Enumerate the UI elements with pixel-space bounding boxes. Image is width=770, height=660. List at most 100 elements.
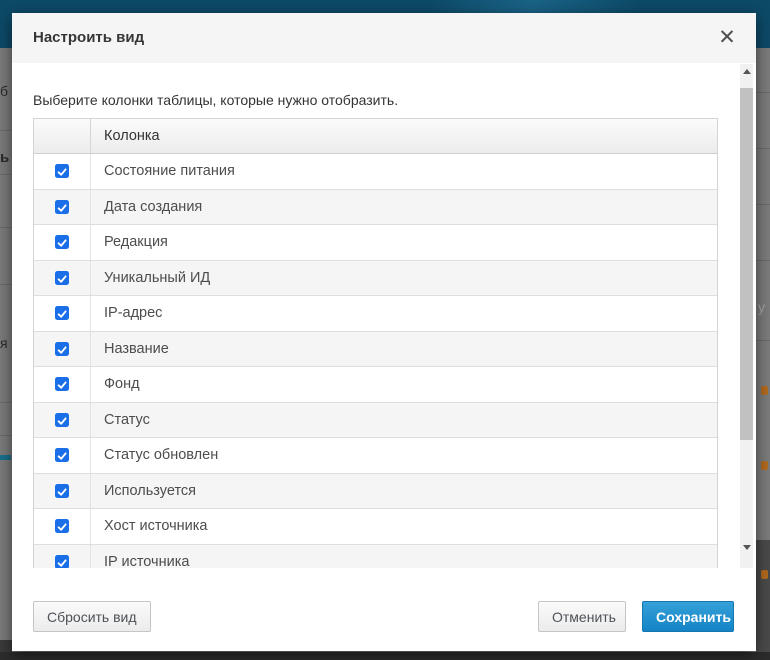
column-checkbox[interactable] bbox=[55, 306, 69, 321]
checkbox-cell bbox=[34, 367, 91, 402]
column-checkbox[interactable] bbox=[55, 483, 69, 498]
scrollbar-thumb[interactable] bbox=[740, 88, 753, 440]
checkbox-cell bbox=[34, 438, 91, 473]
checkmark-icon bbox=[57, 417, 67, 425]
table-row: Название bbox=[34, 331, 717, 367]
column-checkbox[interactable] bbox=[55, 448, 69, 463]
status-warning-icon bbox=[761, 570, 768, 579]
dialog-footer: Сбросить вид Отменить Сохранить bbox=[12, 568, 756, 651]
column-checkbox[interactable] bbox=[55, 199, 69, 214]
checkmark-icon bbox=[57, 381, 67, 389]
table-row: IP источника bbox=[34, 544, 717, 568]
backdrop-row-divider bbox=[0, 227, 12, 228]
table-row: Статус обновлен bbox=[34, 438, 717, 474]
column-checkbox[interactable] bbox=[55, 377, 69, 392]
configure-view-dialog: Настроить вид ✕ Выберите колонки таблицы… bbox=[12, 13, 756, 651]
checkmark-icon bbox=[57, 168, 67, 176]
scroll-up-button[interactable] bbox=[740, 64, 753, 79]
status-warning-icon bbox=[761, 461, 768, 470]
backdrop-row-divider bbox=[0, 435, 12, 436]
column-checkbox[interactable] bbox=[55, 412, 69, 427]
table-header-row: Колонка bbox=[34, 119, 717, 154]
table-row: Уникальный ИД bbox=[34, 260, 717, 296]
reset-view-button[interactable]: Сбросить вид bbox=[33, 601, 151, 632]
checkmark-icon bbox=[57, 452, 67, 460]
column-checkbox[interactable] bbox=[55, 164, 69, 179]
checkmark-icon bbox=[57, 523, 67, 531]
checkmark-icon bbox=[57, 310, 67, 318]
backdrop-row-divider bbox=[0, 284, 12, 285]
close-icon[interactable]: ✕ bbox=[714, 25, 740, 51]
column-checkbox[interactable] bbox=[55, 519, 69, 534]
column-label: Состояние питания bbox=[104, 163, 235, 180]
backdrop-text-fragment: у bbox=[758, 299, 765, 315]
arrow-up-icon bbox=[742, 69, 751, 74]
backdrop-row-divider bbox=[0, 174, 12, 175]
checkbox-cell bbox=[34, 225, 91, 260]
checkbox-cell bbox=[34, 509, 91, 544]
table-row: Редакция bbox=[34, 225, 717, 261]
checkbox-cell bbox=[34, 154, 91, 189]
backdrop-row-divider bbox=[756, 260, 770, 261]
column-label: Редакция bbox=[104, 234, 168, 251]
column-checkbox[interactable] bbox=[55, 270, 69, 285]
header-checkbox-cell bbox=[34, 119, 91, 153]
active-tab-indicator bbox=[0, 455, 11, 460]
table-row: IP-адрес bbox=[34, 296, 717, 332]
checkbox-cell bbox=[34, 296, 91, 331]
scroll-down-button[interactable] bbox=[740, 540, 753, 555]
column-checkbox[interactable] bbox=[55, 235, 69, 250]
backdrop-panel bbox=[756, 540, 770, 660]
column-label: IP-адрес bbox=[104, 305, 163, 322]
backdrop-row-divider bbox=[756, 92, 770, 93]
table-row: Состояние питания bbox=[34, 154, 717, 190]
arrow-down-icon bbox=[742, 545, 751, 550]
column-label: IP источника bbox=[104, 553, 190, 568]
status-warning-icon bbox=[761, 386, 768, 395]
column-label: Название bbox=[104, 340, 169, 357]
column-label: Статус bbox=[104, 411, 150, 428]
column-checkbox[interactable] bbox=[55, 554, 69, 568]
table-row: Хост источника bbox=[34, 509, 717, 545]
save-button[interactable]: Сохранить bbox=[642, 601, 734, 632]
backdrop-text-fragment: ь bbox=[0, 149, 10, 166]
table-row: Статус bbox=[34, 402, 717, 438]
backdrop-text-fragment: я bbox=[0, 335, 8, 351]
checkbox-cell bbox=[34, 402, 91, 437]
backdrop-footer-edge bbox=[0, 652, 770, 660]
checkbox-cell bbox=[34, 260, 91, 295]
checkmark-icon bbox=[57, 275, 67, 283]
checkbox-cell bbox=[34, 331, 91, 366]
backdrop-row-divider bbox=[756, 148, 770, 149]
backdrop-row-divider bbox=[0, 402, 12, 403]
dialog-title: Настроить вид bbox=[33, 29, 145, 46]
backdrop-text-fragment: б bbox=[0, 83, 9, 99]
checkmark-icon bbox=[57, 239, 67, 247]
checkbox-cell bbox=[34, 473, 91, 508]
cancel-button[interactable]: Отменить bbox=[538, 601, 626, 632]
column-label: Используется bbox=[104, 482, 197, 499]
checkmark-icon bbox=[57, 488, 67, 496]
backdrop-row-divider bbox=[0, 130, 12, 131]
checkbox-cell bbox=[34, 544, 91, 568]
backdrop-row-divider bbox=[756, 340, 770, 341]
column-label: Дата создания bbox=[104, 198, 203, 215]
columns-table-body: Состояние питания Дата создания Редакция Ун… bbox=[34, 154, 717, 568]
checkmark-icon bbox=[57, 346, 67, 354]
checkbox-cell bbox=[34, 189, 91, 224]
dialog-header: Настроить вид ✕ bbox=[12, 13, 756, 63]
table-row: Дата создания bbox=[34, 189, 717, 225]
checkmark-icon bbox=[57, 559, 67, 567]
dialog-description: Выберите колонки таблицы, которые нужно … bbox=[33, 92, 399, 108]
table-row: Используется bbox=[34, 473, 717, 509]
table-row: Фонд bbox=[34, 367, 717, 403]
column-label: Фонд bbox=[104, 376, 140, 393]
column-label: Уникальный ИД bbox=[104, 269, 211, 286]
column-label: Статус обновлен bbox=[104, 447, 219, 464]
column-label: Хост источника bbox=[104, 518, 208, 535]
vertical-scrollbar[interactable] bbox=[740, 64, 753, 568]
column-checkbox[interactable] bbox=[55, 341, 69, 356]
checkmark-icon bbox=[57, 204, 67, 212]
backdrop-row-divider bbox=[756, 204, 770, 205]
